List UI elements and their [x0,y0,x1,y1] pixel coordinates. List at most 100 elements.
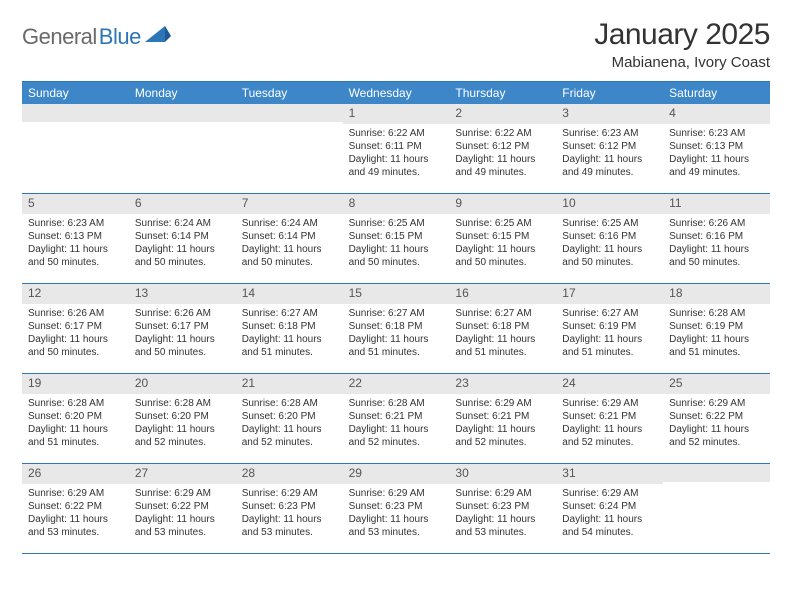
sunset-line: Sunset: 6:22 PM [28,500,123,513]
calendar-cell: 15Sunrise: 6:27 AMSunset: 6:18 PMDayligh… [343,284,450,374]
day-info: Sunrise: 6:23 AMSunset: 6:13 PMDaylight:… [22,214,129,275]
calendar-cell [22,104,129,194]
day-info: Sunrise: 6:28 AMSunset: 6:20 PMDaylight:… [22,394,129,455]
sunset-line: Sunset: 6:23 PM [455,500,550,513]
day-number: 15 [343,284,450,304]
day-number: 5 [22,194,129,214]
weekday-header: Friday [556,82,663,104]
day-number: 30 [449,464,556,484]
day-number: 2 [449,104,556,124]
day-info: Sunrise: 6:29 AMSunset: 6:22 PMDaylight:… [22,484,129,545]
day-number: 21 [236,374,343,394]
day-info: Sunrise: 6:27 AMSunset: 6:18 PMDaylight:… [236,304,343,365]
sunset-line: Sunset: 6:20 PM [135,410,230,423]
day-info: Sunrise: 6:29 AMSunset: 6:23 PMDaylight:… [343,484,450,545]
calendar-cell: 29Sunrise: 6:29 AMSunset: 6:23 PMDayligh… [343,464,450,554]
day-info: Sunrise: 6:29 AMSunset: 6:24 PMDaylight:… [556,484,663,545]
daylight-line: Daylight: 11 hours and 51 minutes. [242,333,337,359]
sunset-line: Sunset: 6:16 PM [669,230,764,243]
daylight-line: Daylight: 11 hours and 52 minutes. [455,423,550,449]
day-info: Sunrise: 6:29 AMSunset: 6:23 PMDaylight:… [236,484,343,545]
daylight-line: Daylight: 11 hours and 53 minutes. [135,513,230,539]
day-info: Sunrise: 6:29 AMSunset: 6:22 PMDaylight:… [129,484,236,545]
daylight-line: Daylight: 11 hours and 50 minutes. [135,243,230,269]
day-number: 29 [343,464,450,484]
calendar-cell [663,464,770,554]
daylight-line: Daylight: 11 hours and 53 minutes. [349,513,444,539]
calendar-cell: 27Sunrise: 6:29 AMSunset: 6:22 PMDayligh… [129,464,236,554]
day-number: 19 [22,374,129,394]
sunrise-line: Sunrise: 6:29 AM [349,487,444,500]
day-info [236,122,343,182]
calendar-cell: 11Sunrise: 6:26 AMSunset: 6:16 PMDayligh… [663,194,770,284]
sunrise-line: Sunrise: 6:26 AM [135,307,230,320]
day-info: Sunrise: 6:29 AMSunset: 6:21 PMDaylight:… [449,394,556,455]
day-number: 9 [449,194,556,214]
daylight-line: Daylight: 11 hours and 54 minutes. [562,513,657,539]
day-info: Sunrise: 6:27 AMSunset: 6:18 PMDaylight:… [343,304,450,365]
sunrise-line: Sunrise: 6:24 AM [242,217,337,230]
calendar-cell: 14Sunrise: 6:27 AMSunset: 6:18 PMDayligh… [236,284,343,374]
sunrise-line: Sunrise: 6:29 AM [455,397,550,410]
day-number: 1 [343,104,450,124]
calendar-cell: 17Sunrise: 6:27 AMSunset: 6:19 PMDayligh… [556,284,663,374]
sunrise-line: Sunrise: 6:26 AM [669,217,764,230]
sunrise-line: Sunrise: 6:22 AM [349,127,444,140]
day-info: Sunrise: 6:27 AMSunset: 6:19 PMDaylight:… [556,304,663,365]
daylight-line: Daylight: 11 hours and 50 minutes. [242,243,337,269]
sunset-line: Sunset: 6:14 PM [135,230,230,243]
sunrise-line: Sunrise: 6:25 AM [349,217,444,230]
sunrise-line: Sunrise: 6:29 AM [562,397,657,410]
daylight-line: Daylight: 11 hours and 53 minutes. [242,513,337,539]
day-number: 18 [663,284,770,304]
sunrise-line: Sunrise: 6:28 AM [669,307,764,320]
weekday-header: Tuesday [236,82,343,104]
sunset-line: Sunset: 6:16 PM [562,230,657,243]
calendar-cell: 26Sunrise: 6:29 AMSunset: 6:22 PMDayligh… [22,464,129,554]
calendar-cell: 30Sunrise: 6:29 AMSunset: 6:23 PMDayligh… [449,464,556,554]
sunrise-line: Sunrise: 6:28 AM [28,397,123,410]
calendar-cell: 25Sunrise: 6:29 AMSunset: 6:22 PMDayligh… [663,374,770,464]
day-info: Sunrise: 6:29 AMSunset: 6:21 PMDaylight:… [556,394,663,455]
weekday-header: Thursday [449,82,556,104]
daylight-line: Daylight: 11 hours and 51 minutes. [669,333,764,359]
calendar-cell: 24Sunrise: 6:29 AMSunset: 6:21 PMDayligh… [556,374,663,464]
sunrise-line: Sunrise: 6:28 AM [349,397,444,410]
sunrise-line: Sunrise: 6:27 AM [455,307,550,320]
daylight-line: Daylight: 11 hours and 51 minutes. [455,333,550,359]
day-number: 14 [236,284,343,304]
calendar-cell: 8Sunrise: 6:25 AMSunset: 6:15 PMDaylight… [343,194,450,284]
sunset-line: Sunset: 6:20 PM [242,410,337,423]
sunset-line: Sunset: 6:13 PM [28,230,123,243]
day-info: Sunrise: 6:28 AMSunset: 6:20 PMDaylight:… [236,394,343,455]
day-info: Sunrise: 6:25 AMSunset: 6:16 PMDaylight:… [556,214,663,275]
daylight-line: Daylight: 11 hours and 50 minutes. [349,243,444,269]
sunrise-line: Sunrise: 6:27 AM [562,307,657,320]
daylight-line: Daylight: 11 hours and 51 minutes. [349,333,444,359]
sunset-line: Sunset: 6:14 PM [242,230,337,243]
day-info: Sunrise: 6:28 AMSunset: 6:20 PMDaylight:… [129,394,236,455]
sunrise-line: Sunrise: 6:29 AM [28,487,123,500]
daylight-line: Daylight: 11 hours and 52 minutes. [669,423,764,449]
sunset-line: Sunset: 6:15 PM [349,230,444,243]
sunset-line: Sunset: 6:18 PM [349,320,444,333]
sunrise-line: Sunrise: 6:25 AM [562,217,657,230]
sunset-line: Sunset: 6:20 PM [28,410,123,423]
calendar-header-row: SundayMondayTuesdayWednesdayThursdayFrid… [22,82,770,104]
daylight-line: Daylight: 11 hours and 50 minutes. [669,243,764,269]
calendar-cell: 23Sunrise: 6:29 AMSunset: 6:21 PMDayligh… [449,374,556,464]
sunset-line: Sunset: 6:22 PM [135,500,230,513]
daylight-line: Daylight: 11 hours and 51 minutes. [562,333,657,359]
sunset-line: Sunset: 6:13 PM [669,140,764,153]
sunset-line: Sunset: 6:18 PM [455,320,550,333]
calendar-cell: 18Sunrise: 6:28 AMSunset: 6:19 PMDayligh… [663,284,770,374]
sunrise-line: Sunrise: 6:22 AM [455,127,550,140]
daylight-line: Daylight: 11 hours and 53 minutes. [455,513,550,539]
day-info: Sunrise: 6:26 AMSunset: 6:17 PMDaylight:… [22,304,129,365]
sunrise-line: Sunrise: 6:23 AM [28,217,123,230]
logo-text-blue: Blue [99,24,141,50]
day-number: 20 [129,374,236,394]
sunset-line: Sunset: 6:22 PM [669,410,764,423]
day-info: Sunrise: 6:28 AMSunset: 6:21 PMDaylight:… [343,394,450,455]
day-number: 22 [343,374,450,394]
